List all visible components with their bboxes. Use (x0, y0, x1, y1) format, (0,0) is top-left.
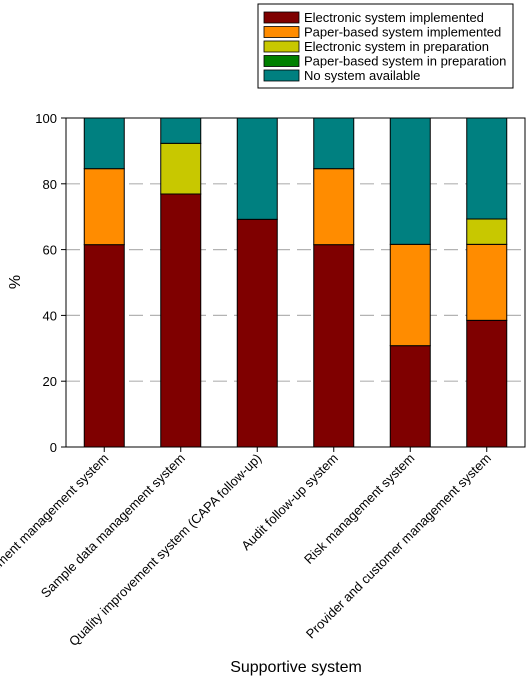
plot-border (65, 117, 526, 448)
y-tick-label: 80 (43, 177, 57, 192)
bar-segment (466, 117, 508, 220)
y-tick-label: 60 (43, 243, 57, 258)
bar-stack (313, 117, 355, 448)
bar-segment (83, 244, 125, 448)
bar-segment (313, 244, 355, 448)
bar-segment (160, 117, 202, 144)
legend-label: Paper-based system implemented (304, 25, 501, 40)
x-tick-label: Document management system (0, 451, 111, 591)
legend-swatch (263, 40, 300, 53)
bar-segment (83, 117, 125, 170)
y-tick-label: 40 (43, 308, 57, 323)
bar-segment (389, 243, 431, 347)
bar-segment (389, 117, 431, 245)
bar-segment (83, 168, 125, 246)
bar-segment (466, 319, 508, 448)
bar-stack (160, 117, 202, 448)
bar-segment (389, 345, 431, 448)
y-tick-label: 0 (50, 440, 57, 455)
legend-swatch (263, 11, 300, 24)
legend-box (257, 3, 514, 89)
x-tick-label: Sample data management system (38, 451, 188, 601)
bar-stack (83, 117, 125, 448)
y-tick-label: 100 (35, 111, 57, 126)
legend-swatch (263, 55, 300, 67)
bar-segment (466, 218, 508, 245)
y-axis: 0 20 40 60 80 100 (35, 111, 66, 455)
bar-segment (236, 117, 278, 220)
bar-stacks (83, 117, 508, 448)
x-axis-label: Supportive system (230, 659, 362, 676)
legend-label: No system available (304, 68, 420, 83)
bar-segment (236, 218, 278, 448)
bar-stack (389, 117, 431, 448)
legend-label: Electronic system in preparation (304, 39, 489, 54)
gridlines (66, 183, 525, 382)
bar-segment (160, 142, 202, 195)
plot-frame (65, 117, 526, 448)
legend-swatch (263, 26, 300, 38)
legend: Electronic system implementedPaper-based… (257, 3, 514, 89)
legend-label: Electronic system implemented (304, 10, 484, 25)
legend-label: Paper-based system in preparation (304, 54, 506, 69)
legend-swatch (263, 69, 300, 82)
bar-stack (236, 117, 278, 448)
y-tick-label: 20 (43, 374, 57, 389)
bar-segment (313, 117, 355, 170)
bar-segment (466, 243, 508, 321)
y-axis-label: % (7, 275, 24, 289)
bar-stack (466, 117, 508, 448)
bar-segment (313, 168, 355, 246)
bar-segment (160, 193, 202, 448)
